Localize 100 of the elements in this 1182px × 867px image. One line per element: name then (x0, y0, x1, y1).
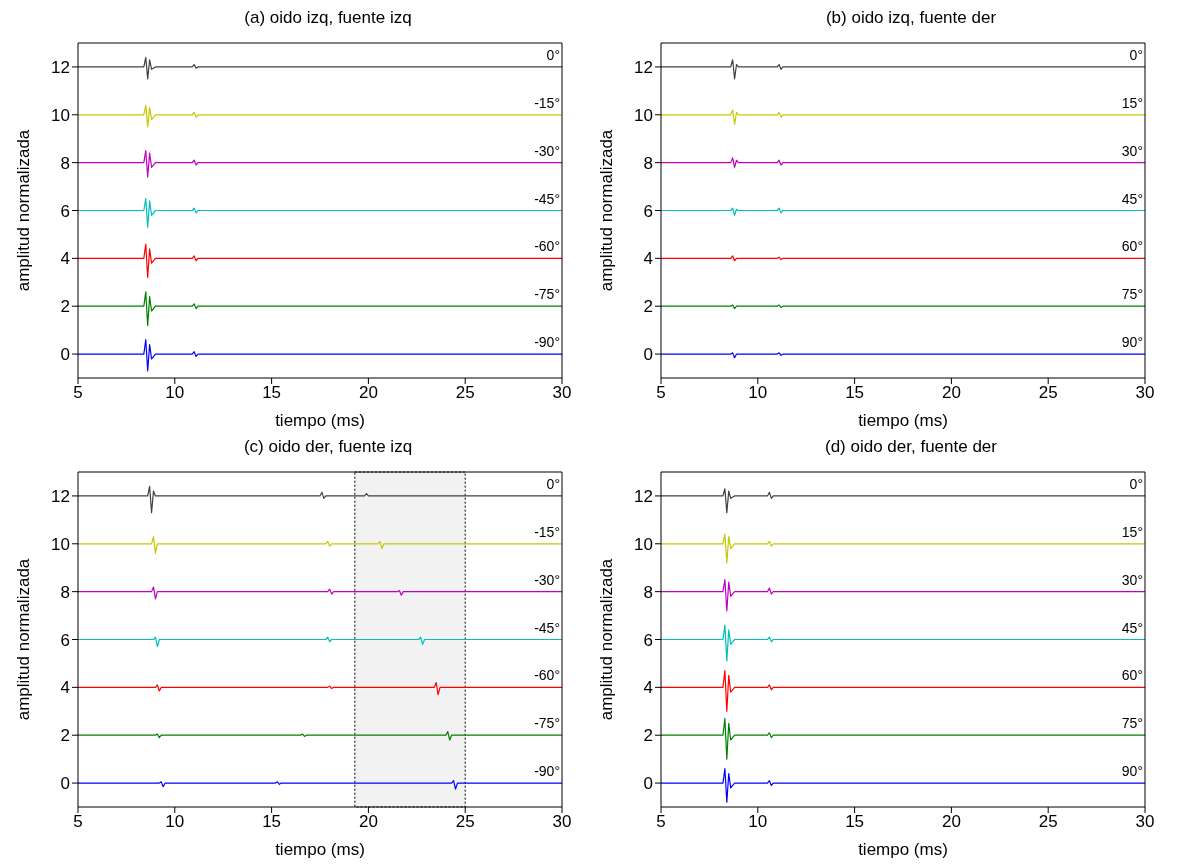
y-axis-title: amplitud normalizada (14, 558, 34, 721)
y-tick-label: 0 (643, 774, 653, 794)
series-label: 90° (1121, 763, 1143, 780)
line-series (78, 636, 562, 648)
series-label: 30° (1121, 142, 1143, 159)
y-tick-label: 8 (643, 153, 653, 173)
series-label: -45° (534, 190, 560, 207)
series-label: 60° (1121, 238, 1143, 255)
x-tick-label: 20 (358, 383, 378, 403)
x-tick-label: 20 (941, 383, 961, 403)
line-series (78, 291, 562, 326)
line-series (661, 717, 1145, 760)
x-tick-label: 25 (455, 383, 475, 403)
x-tick-label: 20 (358, 812, 378, 832)
series-label: -30° (534, 571, 560, 588)
x-tick-label: 10 (165, 383, 185, 403)
series-label: 60° (1121, 667, 1143, 684)
y-tick-label: 0 (60, 774, 70, 794)
x-tick-label: 30 (1135, 812, 1155, 832)
x-tick-label: 25 (1038, 383, 1058, 403)
y-tick-label: 8 (60, 153, 70, 173)
y-tick-label: 6 (60, 201, 70, 221)
series-label: 0° (546, 475, 560, 492)
y-tick-label: 4 (60, 678, 70, 698)
y-tick-label: 12 (51, 486, 70, 506)
line-series (661, 488, 1145, 514)
x-tick-label: 25 (1038, 812, 1058, 832)
y-tick-label: 6 (643, 630, 653, 650)
y-tick-label: 8 (643, 582, 653, 602)
y-axis-title: amplitud normalizada (597, 129, 617, 292)
y-tick-label: 10 (51, 105, 70, 125)
y-tick-label: 4 (60, 249, 70, 269)
line-series (661, 59, 1145, 80)
x-axis-title: tiempo (ms) (275, 840, 365, 859)
y-tick-label: 4 (643, 678, 653, 698)
x-tick-label: 5 (73, 383, 83, 403)
y-tick-label: 4 (643, 249, 653, 269)
line-series (661, 207, 1145, 216)
series-label: -30° (534, 142, 560, 159)
x-axis-title: tiempo (ms) (858, 840, 948, 859)
chart-title: (c) oido der, fuente izq (242, 437, 414, 458)
series-label: 45° (1121, 190, 1143, 207)
series-label: -60° (534, 667, 560, 684)
x-axis-title: tiempo (ms) (858, 411, 948, 430)
series-label: -90° (534, 763, 560, 780)
x-tick-label: 20 (941, 812, 961, 832)
line-series (78, 339, 562, 372)
x-tick-label: 5 (656, 383, 666, 403)
line-series (661, 157, 1145, 169)
x-tick-label: 15 (262, 383, 282, 403)
series-label: -60° (534, 238, 560, 255)
series-label: 0° (546, 46, 560, 63)
series-label: -75° (534, 715, 560, 732)
chart-title: (d) oido der, fuente der (824, 437, 998, 458)
series-label: 0° (1129, 46, 1143, 63)
line-series (78, 243, 562, 279)
series-label: -90° (534, 334, 560, 351)
x-tick-label: 5 (73, 812, 83, 832)
y-tick-label: 0 (643, 345, 653, 365)
y-tick-label: 8 (60, 582, 70, 602)
series-label: 90° (1121, 334, 1143, 351)
line-series (661, 624, 1145, 662)
series-label: 15° (1121, 94, 1143, 111)
x-axis-title: tiempo (ms) (275, 411, 365, 430)
y-tick-label: 6 (643, 201, 653, 221)
x-tick-label: 10 (165, 812, 185, 832)
chart-title: (a) oido izq, fuente izq (243, 8, 413, 29)
series-label: -75° (534, 286, 560, 303)
y-axis-title: amplitud normalizada (597, 558, 617, 721)
series-label: 15° (1121, 523, 1143, 540)
line-series (78, 586, 562, 600)
y-tick-label: 10 (634, 105, 653, 125)
y-tick-label: 12 (634, 486, 653, 506)
line-series (78, 731, 562, 741)
y-tick-label: 12 (634, 57, 653, 77)
x-tick-label: 10 (748, 383, 768, 403)
x-tick-label: 30 (552, 812, 572, 832)
series-label: 45° (1121, 619, 1143, 636)
series-label: 0° (1129, 475, 1143, 492)
series-label: 30° (1121, 571, 1143, 588)
x-tick-label: 15 (262, 812, 282, 832)
series-label: -15° (534, 94, 560, 111)
x-tick-label: 30 (552, 383, 572, 403)
line-series (661, 768, 1145, 803)
series-label: 75° (1121, 286, 1143, 303)
line-series (661, 670, 1145, 712)
y-tick-label: 10 (634, 534, 653, 554)
y-tick-label: 0 (60, 345, 70, 365)
line-series (78, 536, 562, 554)
x-tick-label: 25 (455, 812, 475, 832)
y-tick-label: 2 (60, 726, 70, 746)
y-tick-label: 12 (51, 57, 70, 77)
series-label: -15° (534, 523, 560, 540)
series-label: 75° (1121, 715, 1143, 732)
x-tick-label: 5 (656, 812, 666, 832)
series-label: -45° (534, 619, 560, 636)
line-series (78, 780, 562, 790)
x-tick-label: 10 (748, 812, 768, 832)
x-tick-label: 15 (845, 383, 865, 403)
x-tick-label: 15 (845, 812, 865, 832)
